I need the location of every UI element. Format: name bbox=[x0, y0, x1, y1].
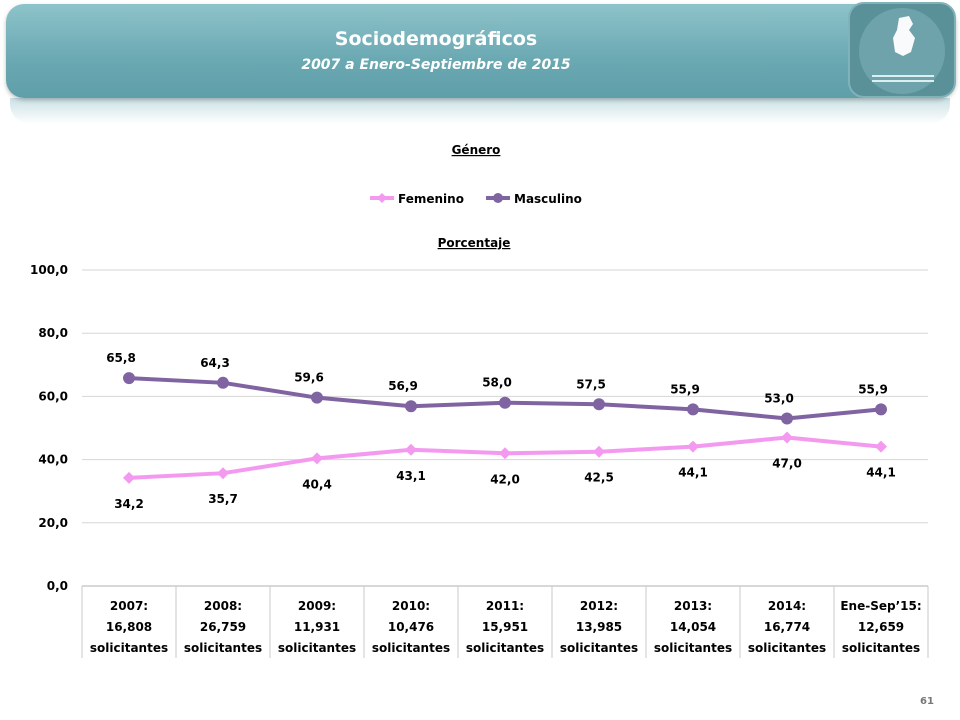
data-label: 44,1 bbox=[866, 466, 896, 480]
data-label: 42,5 bbox=[584, 471, 614, 485]
data-label: 44,1 bbox=[678, 466, 708, 480]
logo-caption-line bbox=[872, 75, 934, 77]
data-point bbox=[875, 403, 887, 416]
y-tick-label: 80,0 bbox=[38, 326, 68, 340]
data-label: 42,0 bbox=[490, 472, 520, 486]
x-axis-categories: 2007: 16,808 solicitantes 2008: 26,759 solici… bbox=[81, 586, 929, 658]
data-point bbox=[405, 400, 417, 413]
data-point bbox=[687, 440, 699, 453]
data-point bbox=[123, 471, 135, 484]
data-label: 65,8 bbox=[106, 351, 136, 365]
data-label: 34,2 bbox=[114, 497, 144, 511]
legend-marker bbox=[377, 193, 387, 203]
x-category-label: 2008: 26,759 solicitantes bbox=[184, 599, 262, 655]
x-category-label: 2009: 11,931 solicitantes bbox=[278, 599, 356, 655]
y-axis-title: Porcentaje bbox=[438, 236, 511, 250]
data-point bbox=[781, 412, 793, 425]
page-number: 61 bbox=[920, 696, 934, 707]
x-category-label: 2007: 16,808 solicitantes bbox=[90, 599, 168, 655]
chart-title: Género bbox=[452, 143, 501, 157]
x-category-label: 2011: 15,951 solicitantes bbox=[466, 599, 544, 655]
logo-caption-line bbox=[872, 80, 934, 82]
x-category-label: Ene-Sep’15: 12,659 solicitantes bbox=[840, 599, 921, 655]
data-point bbox=[123, 372, 135, 385]
y-tick-label: 40,0 bbox=[38, 453, 68, 467]
page-title: Sociodemográficos bbox=[334, 28, 538, 50]
data-point bbox=[499, 447, 511, 460]
logo-emblem bbox=[859, 8, 945, 94]
page-subtitle: 2007 a Enero-Septiembre de 2015 bbox=[301, 57, 571, 73]
data-label: 56,9 bbox=[388, 379, 418, 393]
x-category-label: 2010: 10,476 solicitantes bbox=[372, 599, 450, 655]
y-tick-label: 100,0 bbox=[30, 263, 68, 277]
x-category-label: 2012: 13,985 solicitantes bbox=[560, 599, 638, 655]
data-point bbox=[311, 391, 323, 404]
data-point bbox=[499, 396, 511, 409]
x-category-label: 2013: 14,054 solicitantes bbox=[654, 599, 732, 655]
data-label: 53,0 bbox=[764, 392, 794, 406]
legend-label: Femenino bbox=[398, 192, 464, 206]
data-label: 59,6 bbox=[294, 371, 324, 385]
data-point bbox=[875, 440, 887, 453]
map-icon bbox=[893, 16, 915, 56]
header-banner: Sociodemográficos 2007 a Enero-Septiembr… bbox=[6, 4, 956, 98]
data-point bbox=[311, 452, 323, 465]
data-label: 43,1 bbox=[396, 469, 426, 483]
y-tick-label: 60,0 bbox=[38, 389, 68, 403]
data-point bbox=[217, 376, 229, 389]
data-point bbox=[405, 443, 417, 456]
data-point bbox=[687, 403, 699, 416]
data-label: 57,5 bbox=[576, 377, 606, 391]
data-label: 55,9 bbox=[858, 382, 888, 396]
infodf-logo bbox=[848, 2, 956, 98]
grid-lines bbox=[82, 269, 928, 587]
data-point bbox=[217, 467, 229, 480]
y-tick-label: 20,0 bbox=[38, 516, 68, 530]
data-point bbox=[593, 445, 605, 458]
y-tick-label: 0,0 bbox=[47, 579, 68, 593]
data-point bbox=[781, 431, 793, 444]
data-label: 47,0 bbox=[772, 456, 802, 470]
data-label: 40,4 bbox=[302, 477, 332, 491]
legend-label: Masculino bbox=[514, 192, 582, 206]
chart-legend: Femenino Masculino bbox=[370, 192, 582, 206]
data-label: 64,3 bbox=[200, 356, 230, 370]
legend-marker bbox=[493, 193, 503, 203]
data-label: 55,9 bbox=[670, 382, 700, 396]
data-label: 58,0 bbox=[482, 376, 512, 390]
x-category-label: 2014: 16,774 solicitantes bbox=[748, 599, 826, 655]
data-label: 35,7 bbox=[208, 492, 238, 506]
header-shadow bbox=[10, 98, 950, 124]
series-group: 34,2 35,7 40,4 43,1 42,0 42,5 44,1 47,0 44,1 65,8… bbox=[106, 351, 896, 511]
y-axis-ticks: 0,0 20,0 40,0 60,0 80,0 100,0 bbox=[30, 263, 68, 593]
data-point bbox=[593, 398, 605, 411]
